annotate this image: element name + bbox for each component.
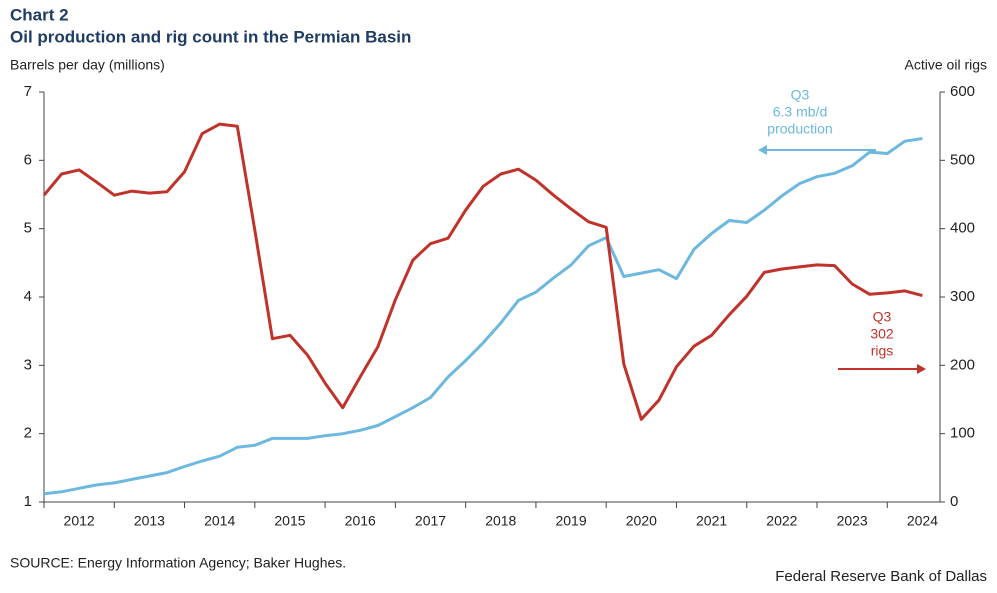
annotation-text: production xyxy=(767,121,832,137)
y2-tick-label: 500 xyxy=(950,151,975,168)
annotation-text: Q3 xyxy=(873,309,892,325)
x-tick-label: 2019 xyxy=(555,513,586,529)
credit: Federal Reserve Bank of Dallas xyxy=(775,568,987,585)
x-tick-label: 2021 xyxy=(696,513,727,529)
y-tick-label: 7 xyxy=(24,83,32,100)
y2-tick-label: 200 xyxy=(950,356,975,373)
annotation-text: 6.3 mb/d xyxy=(773,104,827,120)
x-tick-label: 2017 xyxy=(415,513,446,529)
annotation-text: 302 xyxy=(870,326,894,342)
y-tick-label: 6 xyxy=(24,151,32,168)
y2-tick-label: 100 xyxy=(950,425,975,442)
annotation-text: Q3 xyxy=(791,87,810,103)
y2-tick-label: 0 xyxy=(950,493,958,510)
x-tick-label: 2023 xyxy=(837,513,868,529)
series-line xyxy=(42,122,923,421)
y-tick-label: 5 xyxy=(24,220,32,237)
x-tick-label: 2018 xyxy=(485,513,516,529)
y2-tick-label: 600 xyxy=(950,83,975,100)
y2-tick-label: 300 xyxy=(950,288,975,305)
arrow-head xyxy=(758,145,767,155)
chart-subtitle: Oil production and rig count in the Perm… xyxy=(10,27,411,46)
y2-tick-label: 400 xyxy=(950,220,975,237)
x-tick-label: 2015 xyxy=(274,513,305,529)
source: SOURCE: Energy Information Agency; Baker… xyxy=(10,555,346,571)
x-tick-label: 2013 xyxy=(134,513,165,529)
series-line xyxy=(43,137,923,496)
y-tick-label: 2 xyxy=(24,425,32,442)
chart-title: Chart 2 xyxy=(10,5,69,24)
x-tick-label: 2024 xyxy=(907,513,938,529)
y-tick-label: 3 xyxy=(24,356,32,373)
x-tick-label: 2012 xyxy=(64,513,95,529)
y2-axis-label: Active oil rigs xyxy=(905,57,987,73)
y-tick-label: 4 xyxy=(24,288,32,305)
x-tick-label: 2022 xyxy=(766,513,797,529)
x-tick-label: 2014 xyxy=(204,513,235,529)
x-tick-label: 2016 xyxy=(345,513,376,529)
y-axis-label: Barrels per day (millions) xyxy=(10,57,165,73)
y-tick-label: 1 xyxy=(24,493,32,510)
arrow-head xyxy=(917,364,926,374)
annotation-text: rigs xyxy=(871,343,894,359)
x-tick-label: 2020 xyxy=(626,513,657,529)
